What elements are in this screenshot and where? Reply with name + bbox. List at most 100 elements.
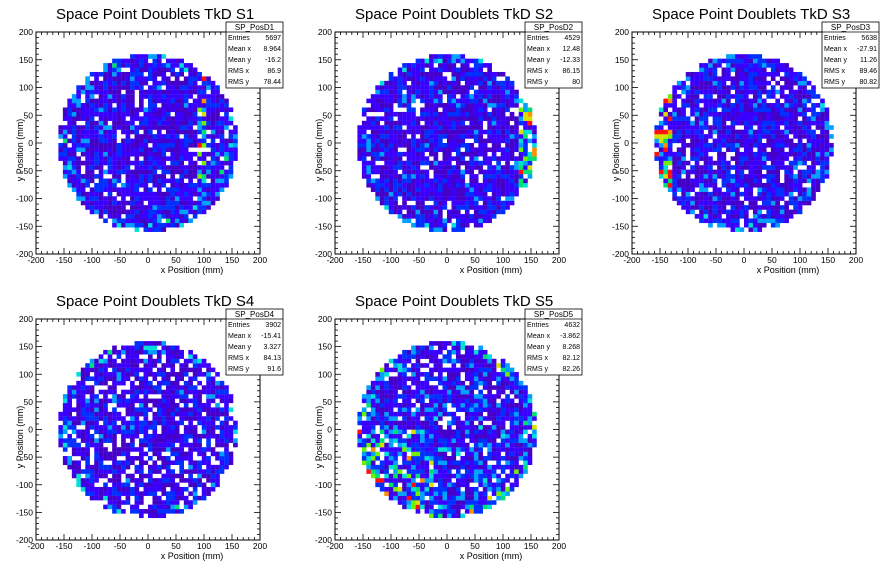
heatmap-cell bbox=[125, 349, 131, 355]
heatmap-cell bbox=[447, 58, 452, 64]
heatmap-cell bbox=[797, 147, 803, 153]
heatmap-cell bbox=[85, 367, 90, 373]
heatmap-cell bbox=[411, 209, 416, 215]
heatmap-cell bbox=[415, 196, 421, 201]
heatmap-cell bbox=[125, 76, 131, 81]
heatmap-cell bbox=[197, 407, 202, 412]
heatmap-cell bbox=[527, 138, 533, 144]
heatmap-cell bbox=[424, 107, 430, 113]
heatmap-cell bbox=[721, 103, 727, 108]
heatmap-cell bbox=[165, 111, 171, 117]
heatmap-cell bbox=[672, 156, 677, 161]
heatmap-cell bbox=[116, 160, 122, 166]
heatmap-cell bbox=[58, 143, 64, 148]
heatmap-cell bbox=[752, 151, 758, 157]
heatmap-cell bbox=[811, 174, 816, 179]
heatmap-cell bbox=[455, 103, 461, 108]
heatmap-cell bbox=[148, 469, 153, 474]
heatmap-cell bbox=[482, 98, 488, 104]
heatmap-cell bbox=[748, 98, 754, 104]
heatmap-cell bbox=[775, 218, 780, 224]
heatmap-cell bbox=[139, 200, 144, 206]
heatmap-cell bbox=[681, 80, 686, 86]
heatmap-cell bbox=[388, 160, 394, 166]
heatmap-cell bbox=[815, 169, 821, 175]
heatmap-cell bbox=[152, 151, 158, 157]
heatmap-cell bbox=[148, 54, 153, 59]
heatmap-cell bbox=[206, 200, 211, 206]
heatmap-cell bbox=[139, 464, 144, 470]
heatmap-cell bbox=[192, 442, 198, 448]
heatmap-cell bbox=[491, 138, 497, 144]
heatmap-cell bbox=[397, 182, 403, 188]
heatmap-cell bbox=[464, 165, 470, 170]
heatmap-cell bbox=[143, 416, 149, 421]
heatmap-cell bbox=[134, 134, 140, 139]
heatmap-cell bbox=[703, 120, 709, 126]
heatmap-cell bbox=[210, 143, 216, 148]
heatmap-cell bbox=[447, 98, 452, 104]
heatmap-cell bbox=[89, 495, 95, 501]
heatmap-cell bbox=[188, 200, 193, 206]
heatmap-cell bbox=[139, 160, 144, 166]
heatmap-cell bbox=[94, 491, 99, 496]
heatmap-cell bbox=[766, 178, 772, 184]
heatmap-cell bbox=[161, 509, 167, 514]
heatmap-cell bbox=[699, 174, 704, 179]
heatmap-cell bbox=[148, 227, 153, 232]
heatmap-cell bbox=[215, 129, 220, 135]
x-tick-label: 100 bbox=[197, 255, 211, 265]
heatmap-cell bbox=[183, 174, 189, 179]
heatmap-cell bbox=[438, 196, 443, 201]
heatmap-cell bbox=[442, 63, 448, 68]
heatmap-cell bbox=[192, 438, 198, 443]
heatmap-cell bbox=[121, 482, 126, 488]
heatmap-cell bbox=[806, 196, 812, 201]
heatmap-cell bbox=[210, 394, 216, 399]
heatmap-cell bbox=[703, 156, 709, 161]
heatmap-cell bbox=[94, 495, 99, 501]
heatmap-cell bbox=[112, 147, 117, 153]
heatmap-cell bbox=[779, 160, 785, 166]
heatmap-cell bbox=[420, 111, 425, 117]
heatmap-cell bbox=[192, 187, 198, 192]
heatmap-cell bbox=[464, 151, 470, 157]
heatmap-cell bbox=[779, 187, 785, 192]
heatmap-cell bbox=[770, 147, 776, 153]
heatmap-cell bbox=[215, 196, 220, 201]
heatmap-cell bbox=[775, 187, 780, 192]
heatmap-cell bbox=[415, 125, 421, 130]
heatmap-cell bbox=[703, 209, 709, 215]
heatmap-cell bbox=[491, 134, 497, 139]
heatmap-cell bbox=[76, 398, 81, 404]
heatmap-cell bbox=[496, 111, 501, 117]
heatmap-cell bbox=[228, 147, 234, 153]
heatmap-cell bbox=[797, 125, 803, 130]
heatmap-cell bbox=[820, 111, 825, 117]
heatmap-cell bbox=[80, 380, 86, 386]
heatmap-cell bbox=[690, 147, 695, 153]
heatmap-cell bbox=[188, 187, 193, 192]
heatmap-cell bbox=[80, 138, 86, 144]
heatmap-cell bbox=[829, 151, 834, 157]
heatmap-cell bbox=[393, 80, 398, 86]
heatmap-cell bbox=[748, 165, 754, 170]
heatmap-cell bbox=[139, 138, 144, 144]
heatmap-cell bbox=[775, 222, 780, 228]
heatmap-cell bbox=[690, 138, 695, 144]
heatmap-cell bbox=[766, 214, 772, 219]
heatmap-cell bbox=[523, 103, 528, 108]
heatmap-cell bbox=[94, 478, 99, 483]
heatmap-cell bbox=[62, 160, 68, 166]
heatmap-cell bbox=[806, 116, 812, 121]
heatmap-cell bbox=[94, 363, 99, 368]
heatmap-cell bbox=[397, 165, 403, 170]
heatmap-cell bbox=[206, 486, 211, 492]
heatmap-cell bbox=[757, 107, 763, 113]
heatmap-cell bbox=[518, 143, 524, 148]
x-tick-label: 200 bbox=[253, 255, 267, 265]
heatmap-cell bbox=[482, 209, 488, 215]
heatmap-cell bbox=[210, 129, 216, 135]
heatmap-cell bbox=[717, 80, 722, 86]
heatmap-cell bbox=[455, 71, 461, 77]
